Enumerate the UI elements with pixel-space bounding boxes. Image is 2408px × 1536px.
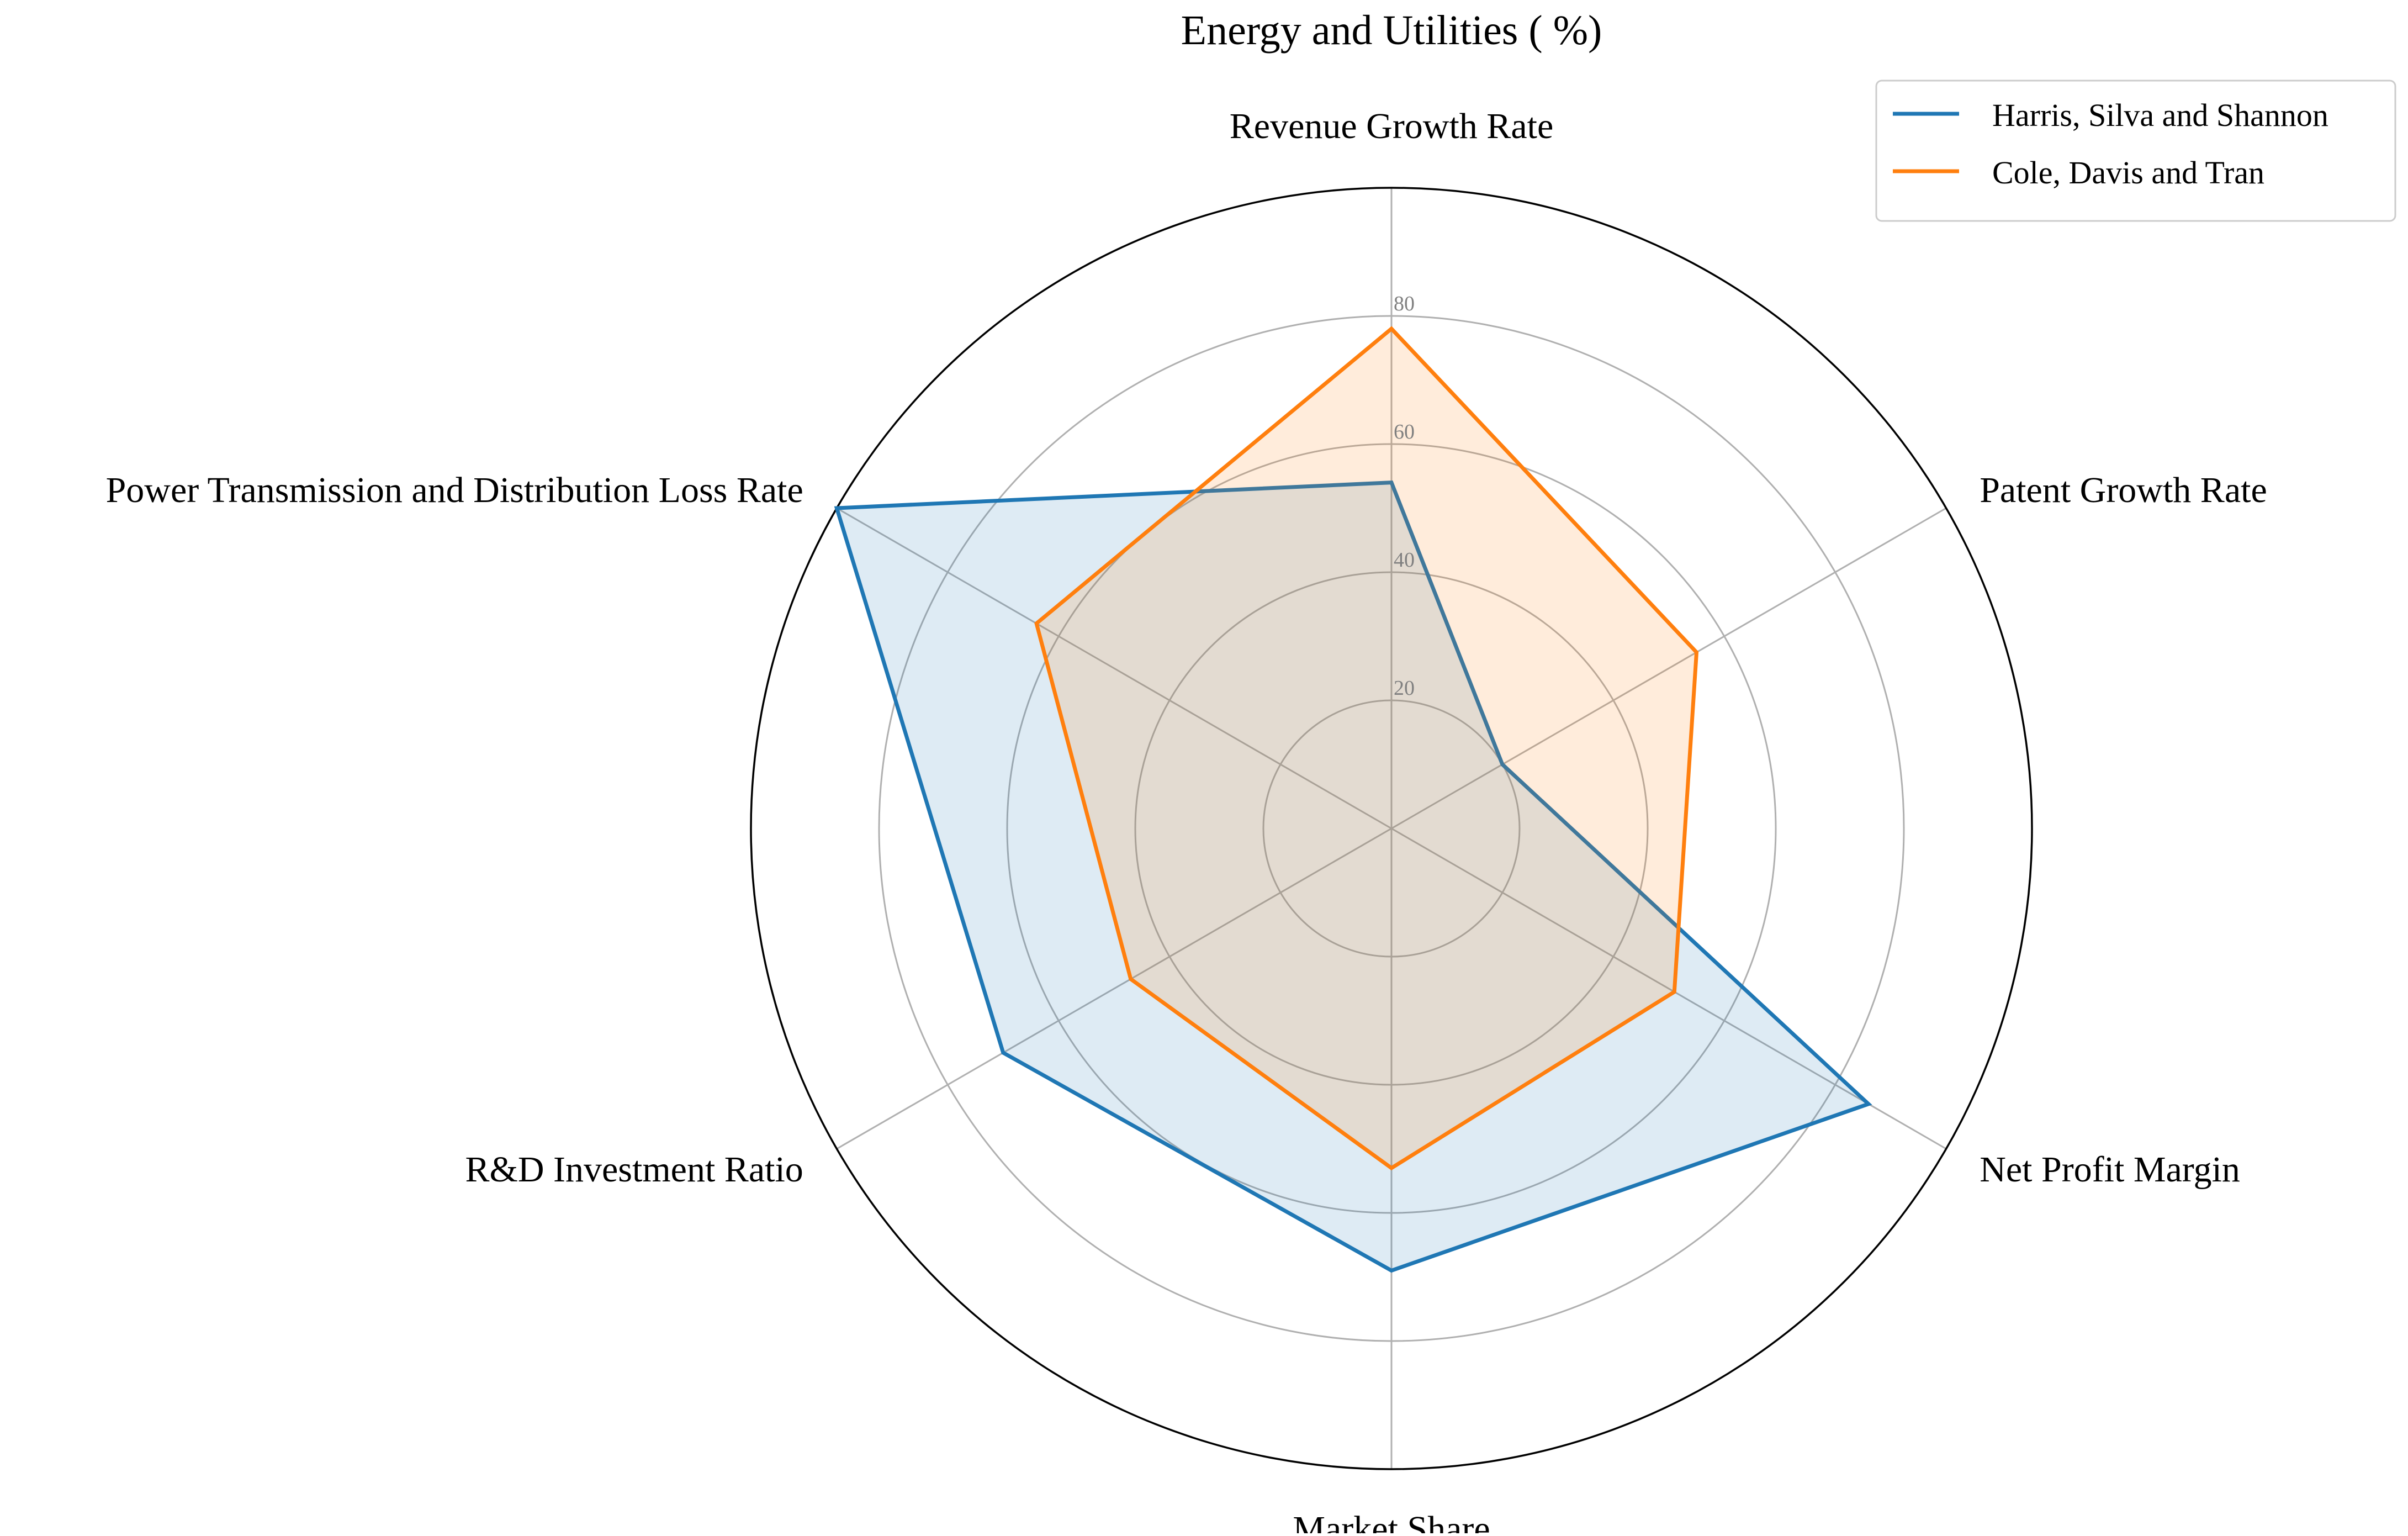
legend-label: Cole, Davis and Tran (1992, 155, 2264, 191)
axis-spoke (836, 507, 1392, 830)
axis-label: Net Profit Margin (1980, 1149, 2240, 1190)
radial-tick-label: 60 (1394, 420, 1415, 444)
series-line (834, 480, 1872, 1273)
axis-labels: Revenue Growth Rate Patent Growth Rate Net… (106, 106, 2267, 1536)
series-area (1036, 329, 1697, 1168)
axis-label: Revenue Growth Rate (1230, 106, 1554, 146)
radial-tick-label: 80 (1394, 292, 1415, 315)
axis-label: Power Transmission and Distribution Loss… (106, 470, 803, 510)
axis-spoke (836, 827, 1392, 1150)
legend: Harris, Silva and Shannon Cole, Davis and… (1875, 80, 2396, 222)
axis-spoke (1391, 507, 1947, 830)
legend-label: Harris, Silva and Shannon (1992, 97, 2328, 133)
series-area (837, 482, 1869, 1271)
axis-label: Market Share (1293, 1509, 1490, 1533)
series-line (1034, 326, 1699, 1171)
radial-tick-label: 20 (1394, 677, 1415, 700)
axis-label: Patent Growth Rate (1980, 470, 2267, 510)
radial-tick-label: 40 (1394, 548, 1415, 572)
outer-frame (750, 187, 2033, 1470)
radial-tick-labels: 20 40 60 80 (1394, 292, 1415, 700)
axis-label: R&D Investment Ratio (465, 1149, 803, 1190)
radar-series (834, 326, 1872, 1273)
chart-title: Energy and Utilities ( %) (1181, 7, 1602, 54)
radar-grid (750, 187, 2033, 1470)
axis-spoke (1391, 827, 1947, 1150)
legend-box (1875, 80, 2396, 222)
